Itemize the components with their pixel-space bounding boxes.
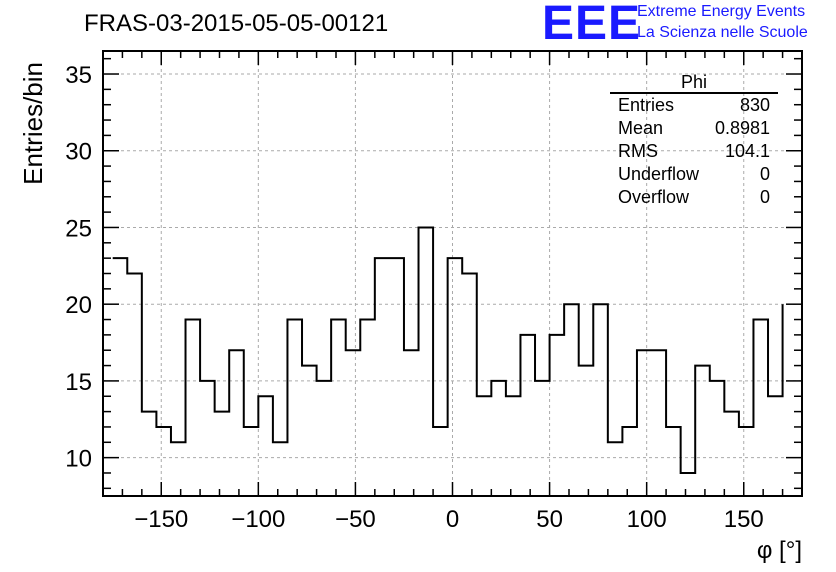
logo-line-2: La Scienza nelle Scuole — [637, 24, 808, 41]
histogram-series — [112, 226, 784, 474]
x-tick-label: 0 — [446, 506, 459, 533]
y-tick-label: 30 — [65, 139, 92, 166]
stats-row-rms: RMS 104.1 — [610, 140, 778, 163]
stats-box-title: Phi — [610, 72, 778, 94]
y-axis-label: Entries/bin — [18, 62, 48, 185]
stats-value: 0.8981 — [714, 118, 770, 138]
chart-title: FRAS-03-2015-05-05-00121 — [84, 10, 389, 37]
stats-box: Phi Entries 830 Mean 0.8981 RMS 104.1 Un… — [610, 72, 778, 209]
y-tick-label: 10 — [65, 446, 92, 473]
x-tick-label: 150 — [724, 506, 764, 533]
y-tick-label: 20 — [65, 292, 92, 319]
stats-row-mean: Mean 0.8981 — [610, 117, 778, 140]
grid-lines — [103, 51, 802, 496]
y-tick-label: 35 — [65, 62, 92, 89]
stats-label: Entries — [618, 95, 675, 115]
stats-label: Underflow — [618, 164, 700, 184]
x-tick-label: −50 — [335, 506, 376, 533]
stats-label: Overflow — [618, 187, 690, 207]
stats-value: 830 — [739, 95, 770, 115]
eee-logo: EEE — [542, 0, 642, 50]
stats-row-overflow: Overflow 0 — [610, 186, 778, 209]
y-tick-label: 15 — [65, 369, 92, 396]
stats-value: 0 — [759, 164, 770, 184]
axis-ticks — [102, 51, 803, 496]
stats-row-entries: Entries 830 — [610, 94, 778, 117]
y-tick-labels: 10 15 20 25 30 35 — [65, 62, 92, 473]
stats-label: RMS — [618, 141, 658, 161]
x-tick-label: 100 — [627, 506, 667, 533]
stats-value: 0 — [759, 187, 770, 207]
x-tick-label: −100 — [231, 506, 285, 533]
stats-label: Mean — [618, 118, 664, 138]
y-tick-label: 25 — [65, 215, 92, 242]
x-tick-labels: −150 −100 −50 0 50 100 150 — [134, 506, 764, 533]
x-tick-label: 50 — [536, 506, 563, 533]
x-axis-label: φ [°] — [757, 537, 802, 564]
logo-line-1: Extreme Energy Events — [637, 3, 806, 20]
stats-row-underflow: Underflow 0 — [610, 163, 778, 186]
stats-value: 104.1 — [724, 141, 770, 161]
x-tick-label: −150 — [134, 506, 188, 533]
